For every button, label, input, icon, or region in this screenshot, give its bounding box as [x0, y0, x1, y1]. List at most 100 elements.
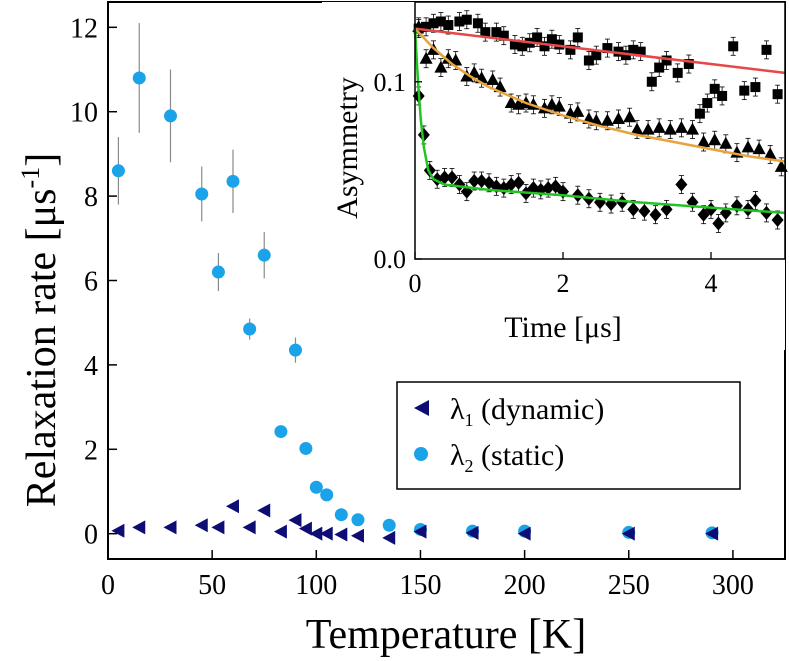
legend-box — [396, 381, 741, 490]
y-tick-label: 10 — [70, 98, 98, 129]
lambda1-point — [257, 503, 271, 518]
legend-lambda1-symbol: λ — [450, 393, 465, 426]
y-tick-label: 2 — [84, 435, 98, 466]
inset-triangle-point — [552, 99, 566, 112]
inset-diamond-point — [760, 205, 773, 220]
inset-ticks: 0 2 4 0.0 0.1 — [374, 68, 718, 298]
x-tick-label: 0 — [101, 570, 115, 601]
inset-square-point — [509, 39, 520, 50]
inset-square-point — [628, 44, 639, 55]
y-axis-label-exponent: -1 — [16, 167, 45, 189]
inset-diamond-point — [649, 207, 662, 222]
inset-square-point — [646, 76, 657, 87]
lambda2-point — [320, 488, 334, 502]
y-tick-label: 4 — [84, 351, 98, 382]
inset-square-point — [498, 30, 509, 41]
x-tick-label: 300 — [712, 570, 754, 601]
inset-square-point — [454, 16, 465, 27]
inset-diamond-point — [771, 213, 784, 228]
inset-triangle-point — [652, 120, 666, 133]
lambda2-point — [226, 174, 240, 188]
inset-triangle-point — [449, 53, 463, 66]
inset-square-point — [709, 83, 720, 94]
inset-square-point — [583, 55, 594, 66]
inset-diamond-point — [446, 170, 458, 185]
inset-fit-curve — [414, 27, 786, 75]
inset-triangle-point — [460, 69, 474, 82]
x-tick-label: 150 — [399, 570, 441, 601]
lambda1-point — [225, 499, 239, 514]
inset-triangle-point — [493, 80, 507, 93]
inset-x-tick-label: 0 — [409, 269, 422, 298]
y-axis-label: Relaxation rate [μs-1] — [16, 153, 65, 507]
inset-triangle-point — [623, 110, 637, 123]
legend-marker-lambda1-triangle — [414, 400, 429, 416]
x-tick-label: 100 — [295, 570, 337, 601]
inset-fit-curve — [413, 28, 786, 215]
inset-marks — [412, 10, 788, 233]
inset-square-point — [461, 14, 472, 25]
inset-triangle-point — [752, 142, 766, 155]
main-marks — [111, 23, 719, 545]
inset-diamond-point — [675, 177, 688, 192]
inset-triangle-point — [663, 122, 677, 135]
inset-triangle-point — [674, 120, 688, 133]
inset-diamond-point — [627, 202, 640, 217]
inset-triangle-point — [763, 147, 777, 160]
inset-square-point — [480, 27, 491, 38]
inset-diamond-point — [468, 174, 481, 189]
lambda1-point — [621, 526, 635, 541]
legend-lambda1-subscript: 1 — [465, 410, 474, 430]
lambda1-point — [242, 520, 256, 535]
lambda2-point — [163, 109, 177, 123]
inset-square-point — [635, 46, 646, 57]
lambda1-point — [705, 526, 719, 541]
legend-label-lambda1: λ1 (dynamic) — [450, 393, 604, 430]
inset-square-point — [428, 18, 439, 29]
inset-square-point — [654, 62, 665, 73]
inset-x-axis-label: Time [μs] — [504, 311, 622, 344]
lambda2-point — [257, 248, 271, 262]
y-tick-label: 12 — [70, 13, 98, 44]
lambda1-point — [319, 526, 333, 541]
legend-label-lambda2: λ2 (static) — [450, 439, 564, 476]
inset-triangle-point — [630, 122, 644, 135]
inset-square-point — [532, 32, 543, 43]
y-tick-label: 6 — [84, 267, 98, 298]
inset-square-point — [491, 27, 502, 38]
lambda1-point — [334, 527, 348, 542]
inset-diamond-point — [571, 188, 584, 203]
inset-square-point — [661, 55, 672, 66]
lambda2-point — [211, 265, 225, 279]
lambda2-point — [382, 518, 396, 532]
inset-square-point — [683, 59, 694, 70]
inset-square-point — [572, 32, 583, 43]
lambda2-point — [195, 187, 209, 201]
legend-lambda1-text: (dynamic) — [474, 393, 605, 426]
lambda2-point — [334, 508, 348, 522]
inset-square-point — [554, 39, 565, 50]
inset-square-point — [717, 90, 728, 101]
legend-lambda2-subscript: 2 — [465, 456, 474, 476]
inset-x-tick-label: 2 — [557, 269, 570, 298]
inset-square-point — [761, 44, 772, 55]
inset-square-point — [539, 41, 550, 52]
inset-fit-curve — [414, 27, 786, 163]
legend-lambda2-text: (static) — [474, 439, 565, 472]
lambda1-point — [211, 520, 225, 535]
inset-diamond-point — [616, 195, 629, 210]
inset-square-point — [750, 82, 761, 93]
inset-square-point — [739, 85, 750, 96]
lambda2-point — [299, 441, 313, 455]
lambda1-point — [350, 528, 364, 543]
inset-triangle-point — [741, 140, 755, 153]
y-axis-label-close: ] — [19, 153, 65, 167]
inset-triangle-point — [486, 72, 500, 85]
inset-triangle-point — [697, 135, 711, 148]
inset-square-point — [517, 41, 528, 52]
legend: λ1 (dynamic) λ2 (static) — [396, 381, 741, 490]
lambda1-point — [194, 518, 208, 533]
x-tick-label: 200 — [504, 570, 546, 601]
